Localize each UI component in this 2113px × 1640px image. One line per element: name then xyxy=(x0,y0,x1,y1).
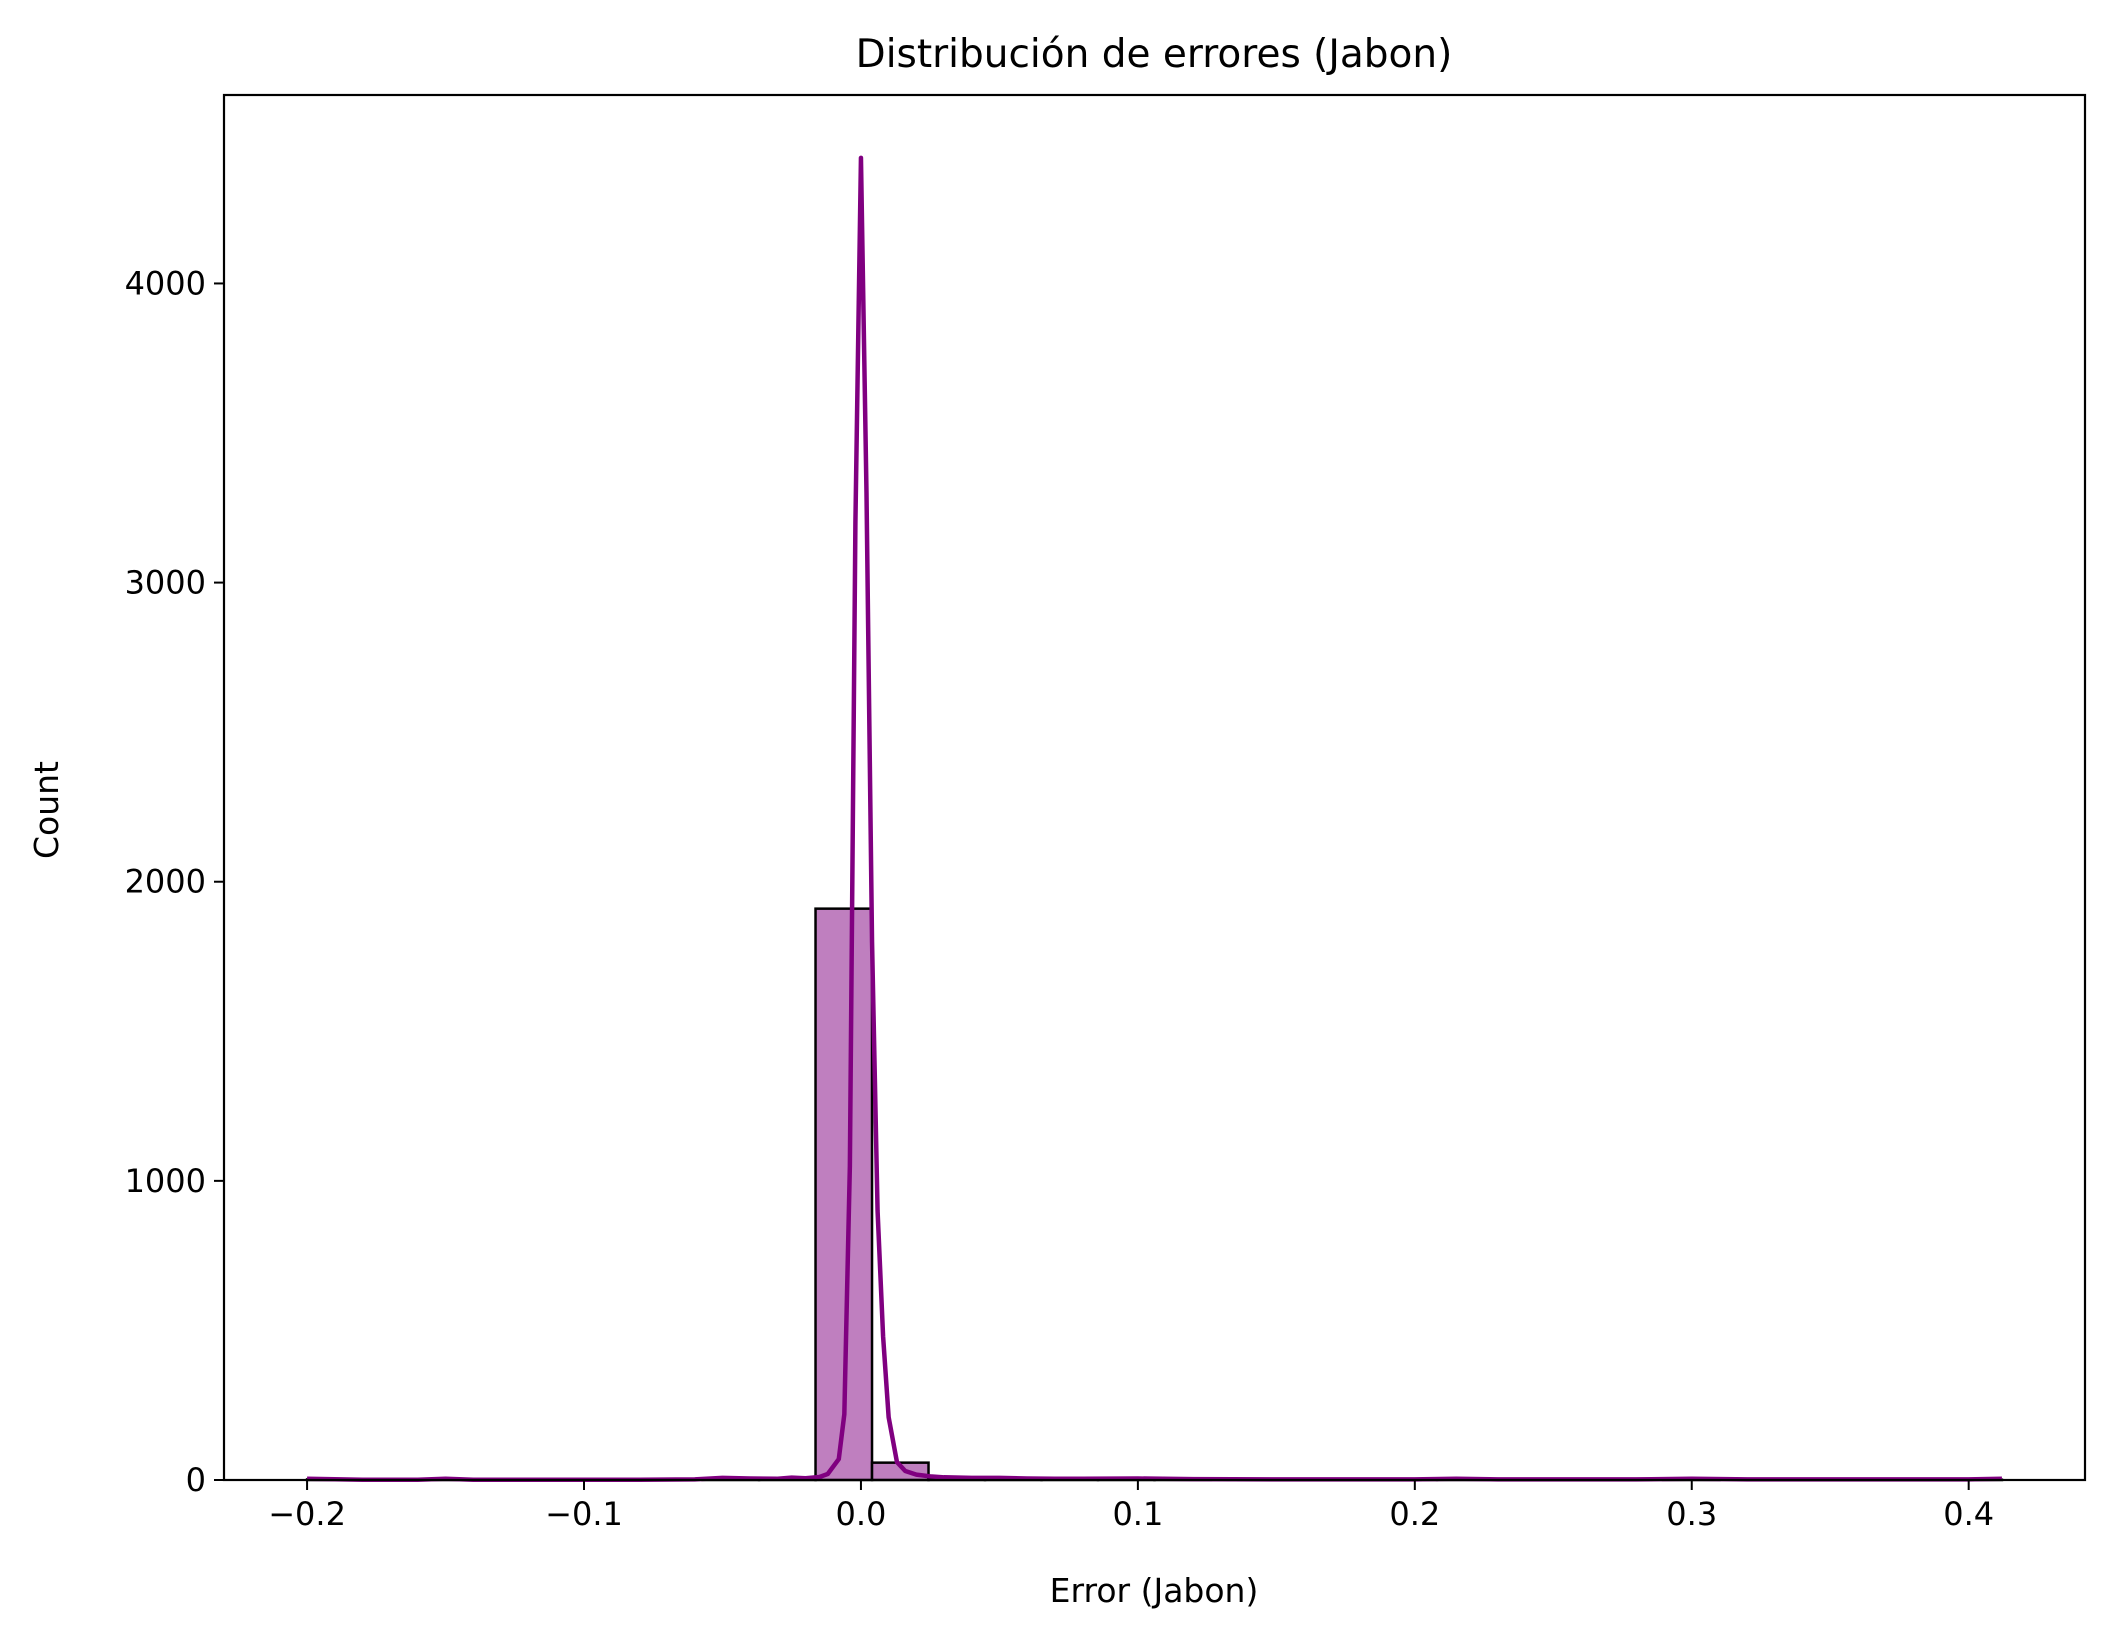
y-tick-label: 1000 xyxy=(125,1162,206,1200)
x-tick-label: −0.2 xyxy=(268,1495,346,1533)
x-tick-label: 0.1 xyxy=(1112,1495,1163,1533)
x-tick-label: 0.0 xyxy=(836,1495,887,1533)
y-tick-label: 4000 xyxy=(125,264,206,302)
x-tick-label: 0.4 xyxy=(1943,1495,1994,1533)
y-tick-label: 2000 xyxy=(125,863,206,901)
y-tick-label: 3000 xyxy=(125,564,206,602)
x-axis-label: Error (Jabon) xyxy=(1050,1571,1259,1610)
x-tick-label: 0.3 xyxy=(1666,1495,1717,1533)
axes-frame xyxy=(222,93,2087,1482)
y-axis-label: Count xyxy=(27,761,66,859)
x-axis-ticks: −0.2 −0.1 0.0 0.1 0.2 0.3 0.4 xyxy=(268,1480,1994,1533)
chart-title: Distribución de errores (Jabon) xyxy=(856,32,1453,77)
y-axis-ticks: 0 1000 2000 3000 4000 xyxy=(125,264,224,1499)
y-tick-label: 0 xyxy=(186,1461,206,1499)
x-tick-label: −0.1 xyxy=(545,1495,623,1533)
x-tick-label: 0.2 xyxy=(1389,1495,1440,1533)
